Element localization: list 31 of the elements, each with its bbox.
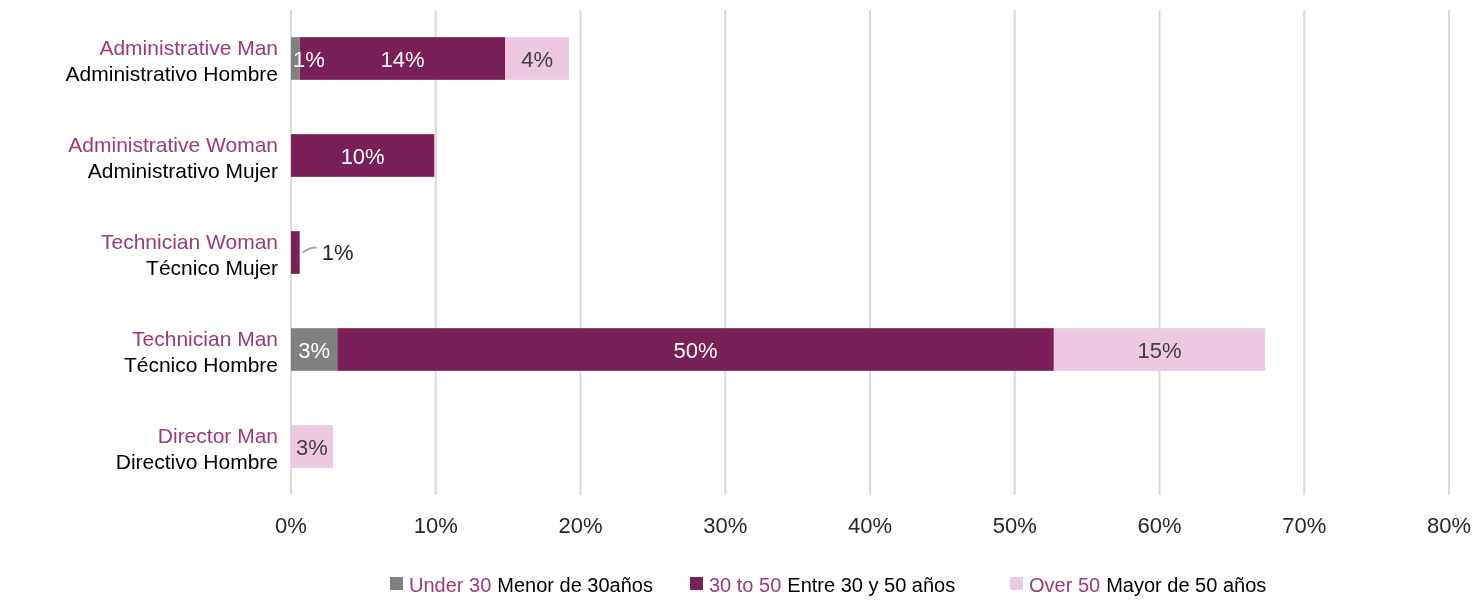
x-tick-label: 70%	[1282, 513, 1327, 538]
data-label: 1%	[321, 239, 354, 265]
y-tick-label: Administrative Man Administrativo Hombre	[65, 35, 278, 85]
bar	[291, 231, 300, 274]
y-tick-label: Administrative Woman Administrativo Mujer	[68, 132, 278, 182]
data-label: 14%	[380, 46, 425, 72]
data-label: 1%	[293, 46, 325, 72]
x-tick-label: 10%	[413, 513, 458, 538]
bar	[1053, 328, 1266, 371]
x-tick-label: 20%	[558, 513, 603, 538]
legend-label: Under 30 Menor de 30años	[409, 574, 653, 596]
y-tick-label: Technician Man Técnico Hombre	[123, 326, 278, 376]
data-label: 50%	[673, 337, 718, 363]
legend-label: 30 to 50 Entre 30 y 50 años	[709, 574, 956, 596]
bar	[291, 134, 435, 177]
data-label: 10%	[340, 143, 385, 169]
x-tick-label: 0%	[275, 513, 307, 538]
x-tick-label: 50%	[992, 513, 1037, 538]
x-tick-label: 40%	[847, 513, 893, 538]
data-label: 4%	[521, 46, 553, 72]
x-tick-label: 80%	[1426, 513, 1472, 538]
y-tick-label: Technician Woman Técnico Mujer	[100, 229, 278, 279]
data-label: 15%	[1137, 337, 1182, 363]
x-tick-label: 30%	[703, 513, 748, 538]
y-tick-label: Director Man Directivo Hombre	[115, 423, 278, 473]
data-label: 3%	[298, 337, 331, 363]
legend-label: Over 50 Mayor de 50 años	[1029, 574, 1267, 596]
bar	[505, 37, 569, 80]
data-label: 3%	[296, 434, 328, 460]
bar	[337, 328, 1054, 371]
x-tick-label: 60%	[1137, 513, 1182, 538]
